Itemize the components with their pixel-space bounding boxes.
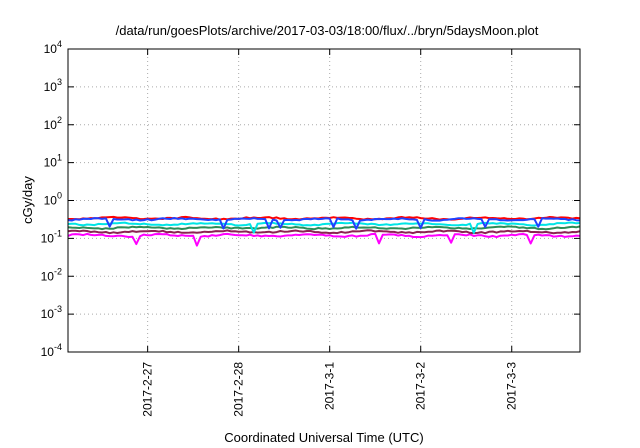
y-tick-label: 10-3 <box>41 304 62 321</box>
y-tick-label: 104 <box>44 39 62 56</box>
y-tick-label: 102 <box>44 115 62 132</box>
x-tick-label: 2017-3-1 <box>323 362 337 410</box>
x-tick-label: 2017-2-27 <box>141 362 155 417</box>
y-axis: 10-4 10-3 10-2 10-1 100 101 102 103 104 <box>41 39 580 359</box>
y-tick-label: 101 <box>44 153 62 170</box>
chart-title: /data/run/goesPlots/archive/2017-03-03/1… <box>116 23 539 38</box>
y-tick-label: 10-4 <box>41 342 62 359</box>
series-line-2 <box>67 229 581 235</box>
chart-series <box>67 215 581 247</box>
series-line-6 <box>67 217 581 230</box>
series-line-3 <box>67 225 581 231</box>
x-axis-label: Coordinated Universal Time (UTC) <box>224 430 423 445</box>
series-line-1 <box>67 232 581 247</box>
y-tick-label: 10-1 <box>41 228 62 245</box>
x-tick-label: 2017-3-3 <box>505 362 519 410</box>
x-tick-label: 2017-3-2 <box>414 362 428 410</box>
y-tick-label: 10-2 <box>41 266 62 283</box>
x-tick-label: 2017-2-28 <box>232 362 246 417</box>
y-tick-label: 103 <box>44 77 62 94</box>
y-axis-label: cGy/day <box>20 176 35 224</box>
series-line-4 <box>67 221 581 234</box>
chart-grid <box>68 49 580 352</box>
x-axis: 2017-2-27 2017-2-28 2017-3-1 2017-3-2 2017-3… <box>141 49 519 417</box>
y-tick-label: 100 <box>44 191 62 208</box>
